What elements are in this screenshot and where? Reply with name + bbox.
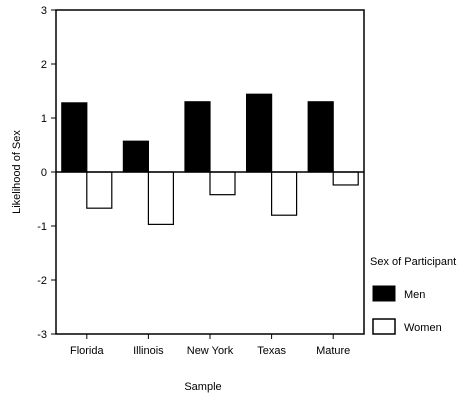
bar-men-mature <box>307 101 334 173</box>
legend-swatch-women <box>372 318 396 335</box>
x-tick-label: New York <box>187 345 234 357</box>
x-tick-label: Florida <box>70 345 105 357</box>
y-tick-label: 0 <box>41 167 47 179</box>
y-tick-label: 1 <box>41 113 47 125</box>
y-axis-label: Likelihood of Sex <box>11 130 23 214</box>
bar-women-mature <box>332 171 359 186</box>
bar-women-new-york <box>209 171 236 196</box>
legend-label-women: Women <box>404 322 442 334</box>
y-axis-ticks: -3 -2 -1 0 1 2 3 <box>37 5 56 341</box>
y-tick-label: -1 <box>37 221 47 233</box>
x-tick-label: Texas <box>257 345 286 357</box>
x-axis-label: Sample <box>184 381 221 393</box>
legend: Sex of Participant Men Women <box>370 256 456 335</box>
y-tick-label: -2 <box>37 275 47 287</box>
x-axis-ticks: Florida Illinois New York Texas Mature <box>70 334 350 357</box>
bar-women-texas <box>271 171 298 216</box>
y-tick-label: 3 <box>41 5 47 17</box>
y-tick-label: -3 <box>37 329 47 341</box>
bar-women-florida <box>86 171 113 209</box>
bar-women-illinois <box>147 171 174 225</box>
bar-men-new-york <box>184 101 211 173</box>
legend-swatch-men <box>372 285 396 302</box>
bar-men-illinois <box>122 140 150 173</box>
x-tick-label: Illinois <box>133 345 164 357</box>
legend-label-men: Men <box>404 289 425 301</box>
bar-men-florida <box>61 102 88 173</box>
legend-title: Sex of Participant <box>370 256 456 268</box>
bar-men-texas <box>246 93 273 173</box>
y-tick-label: 2 <box>41 59 47 71</box>
x-tick-label: Mature <box>316 345 350 357</box>
bars-group <box>61 93 359 225</box>
